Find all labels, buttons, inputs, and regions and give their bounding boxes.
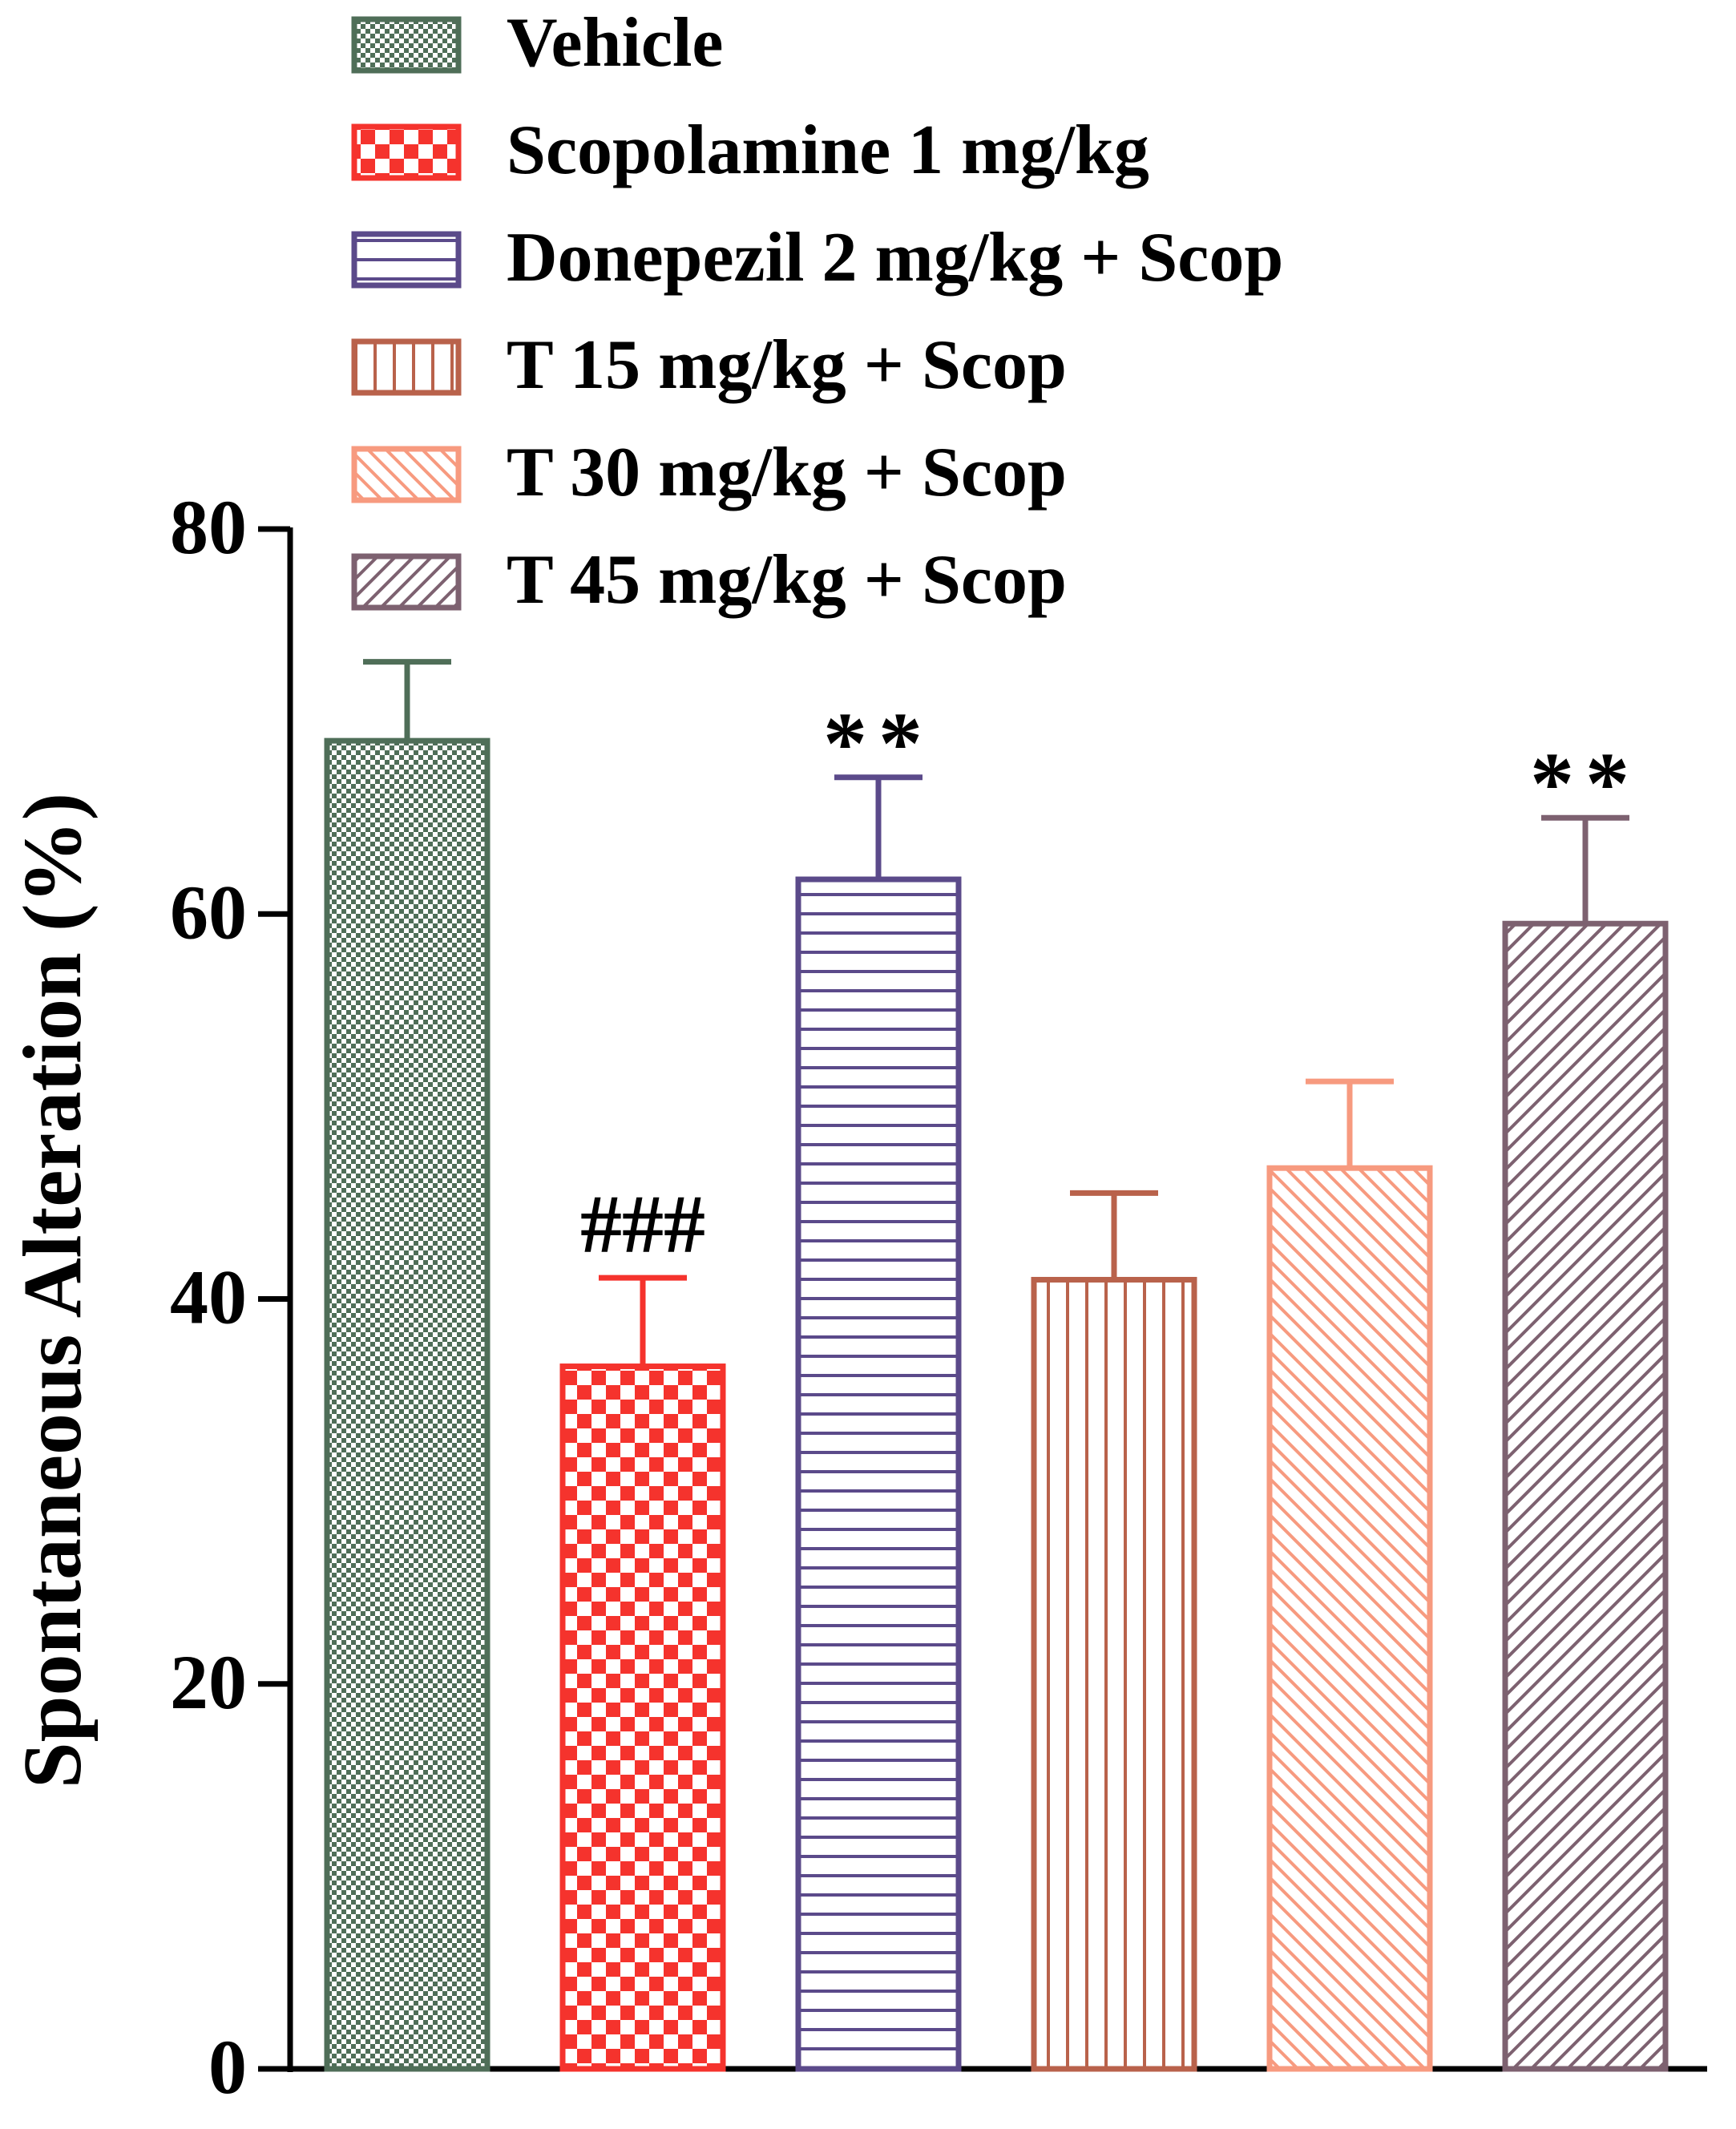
legend: Vehicle Scopolamine 1 mg/kg Donepezil 2 mg…: [351, 4, 1283, 619]
legend-swatch-3: [351, 231, 462, 289]
y-tick-label: 0: [208, 2024, 247, 2110]
legend-swatch-6: [351, 553, 462, 611]
legend-label-1: Vehicle: [507, 4, 724, 82]
y-tick-label: 40: [170, 1254, 247, 1340]
legend-label-6: T 45 mg/kg + Scop: [507, 541, 1067, 619]
y-tick-label: 80: [170, 484, 247, 570]
legend-swatch-1: [351, 16, 462, 74]
bar-6: [1502, 920, 1669, 2072]
bar-3: [795, 876, 962, 2072]
significance-label-6: **: [1530, 734, 1641, 832]
legend-swatch-5: [351, 446, 462, 503]
legend-swatch-4: [351, 338, 462, 396]
y-tick-label: 60: [170, 869, 247, 955]
legend-swatch-2: [351, 123, 462, 181]
significance-label-3: **: [823, 694, 934, 792]
legend-label-4: T 15 mg/kg + Scop: [507, 326, 1067, 404]
bar-4: [1031, 1276, 1197, 2072]
legend-label-3: Donepezil 2 mg/kg + Scop: [507, 219, 1283, 297]
significance-label-2: ###: [580, 1178, 705, 1271]
legend-label-2: Scopolamine 1 mg/kg: [507, 111, 1149, 189]
bars: ### ** **: [324, 659, 1669, 2072]
axes: 0 20 40 60 80: [170, 484, 1707, 2110]
bar-1: [324, 737, 491, 2072]
legend-label-5: T 30 mg/kg + Scop: [507, 434, 1067, 511]
y-axis-label: Spontaneous Alteration (%): [6, 793, 99, 1788]
y-tick-label: 20: [170, 1639, 247, 1725]
bar-2: [559, 1363, 726, 2072]
bar-5: [1266, 1165, 1433, 2072]
